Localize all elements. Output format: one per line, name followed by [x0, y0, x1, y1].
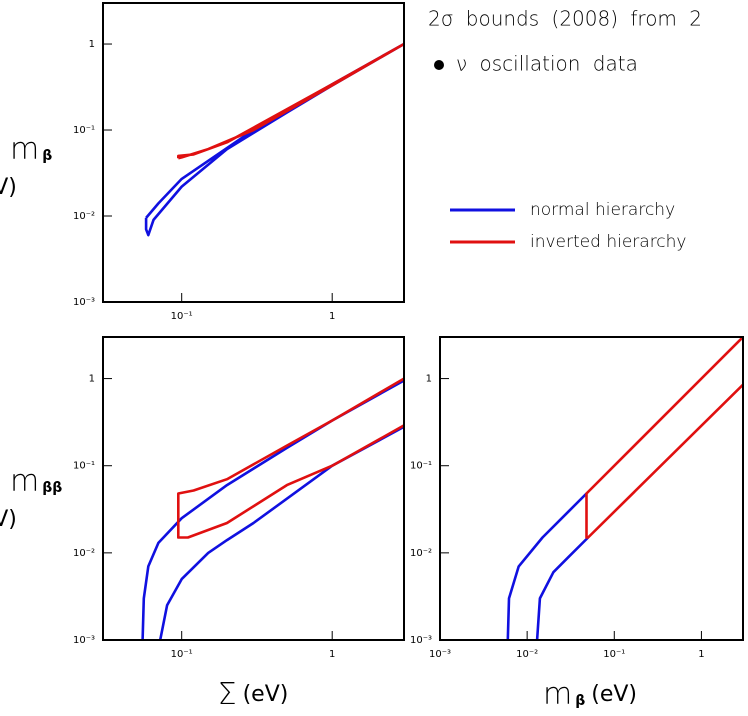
- axis-unit: (eV): [591, 682, 637, 707]
- axis-label: m ββ: [10, 464, 62, 499]
- y-tick-label: 10⁻³: [73, 635, 95, 646]
- y-tick-label: 1: [89, 39, 95, 50]
- axis-subscript: β: [575, 693, 585, 709]
- annotation: ν oscillation data: [456, 52, 638, 76]
- plot-frame: [439, 336, 744, 641]
- bullet: [434, 60, 444, 70]
- legend-label: inverted hierarchy: [530, 232, 687, 252]
- curve: [141, 379, 404, 640]
- legend-label: normal hierarchy: [530, 200, 675, 220]
- y-tick-label: 10⁻¹: [73, 125, 95, 136]
- axis-label: Σ (eV): [218, 677, 289, 712]
- plot-frame: [102, 2, 405, 303]
- x-tick-label: 10⁻³: [429, 649, 451, 660]
- y-tick-label: 10⁻²: [73, 211, 95, 222]
- x-tick-label: 10⁻¹: [171, 311, 193, 322]
- y-tick-label: 10⁻¹: [73, 461, 95, 472]
- y-tick-label: 1: [426, 374, 432, 385]
- curve: [177, 42, 404, 160]
- curve: [144, 42, 404, 237]
- y-tick-label: 10⁻²: [410, 548, 432, 559]
- y-tick-label: 10⁻³: [73, 297, 95, 308]
- axis-label: m β (eV): [543, 677, 637, 712]
- x-tick-label: 10⁻¹: [171, 649, 193, 660]
- axis-symbol: Σ: [218, 677, 237, 712]
- curve: [177, 377, 404, 539]
- y-tick-label: 1: [89, 374, 95, 385]
- axis-symbol: m: [10, 464, 39, 499]
- plot-frame: [102, 336, 405, 641]
- axis-unit: (eV): [0, 507, 17, 532]
- axis-subscript: β: [42, 148, 52, 164]
- x-tick-label: 1: [329, 311, 335, 322]
- axis-symbol: m: [10, 132, 39, 167]
- curve: [506, 492, 590, 640]
- curve: [585, 337, 743, 539]
- axis-subscript: ββ: [42, 480, 62, 496]
- x-tick-label: 10⁻¹: [603, 649, 625, 660]
- x-tick-label: 1: [698, 649, 704, 660]
- y-tick-label: 10⁻¹: [410, 461, 432, 472]
- x-tick-label: 1: [329, 649, 335, 660]
- annotation: 2σ bounds (2008) from 2: [428, 7, 702, 31]
- y-tick-label: 10⁻³: [410, 635, 432, 646]
- y-tick-label: 10⁻²: [73, 548, 95, 559]
- x-tick-label: 10⁻²: [516, 649, 538, 660]
- axis-symbol: m: [543, 677, 572, 712]
- axis-unit: (eV): [243, 682, 289, 707]
- axis-unit: (eV): [0, 175, 17, 200]
